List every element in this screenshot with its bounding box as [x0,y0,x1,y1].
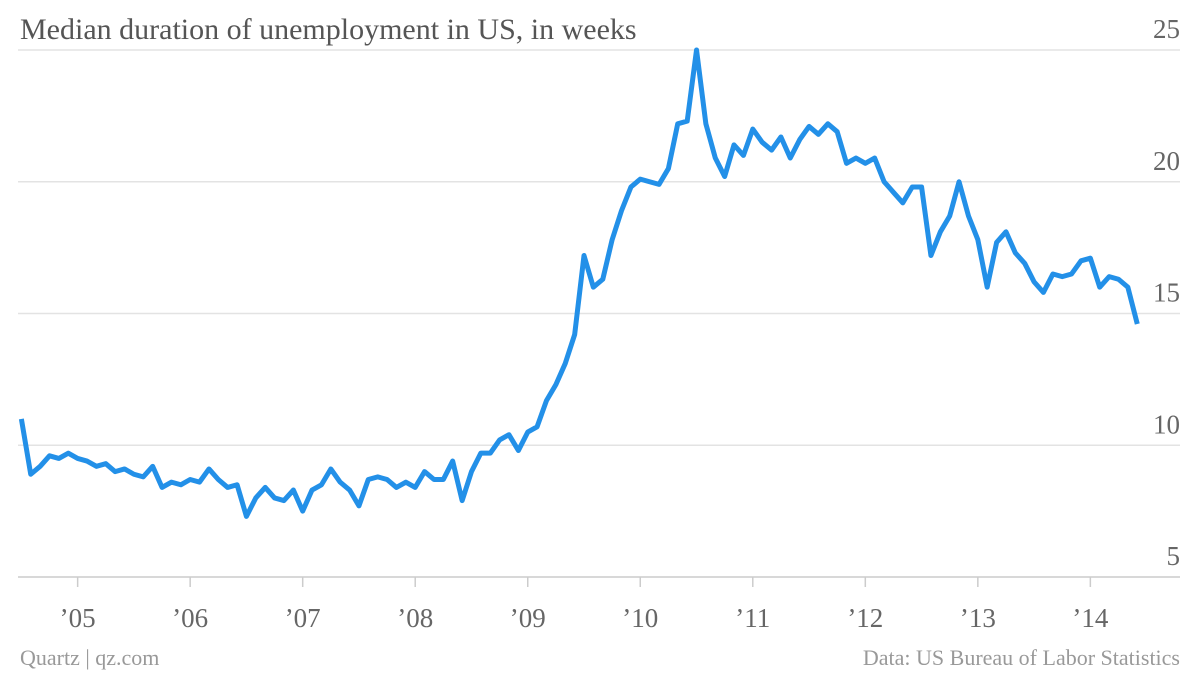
x-tick-label: ’13 [960,603,996,633]
y-tick-label: 25 [1153,14,1180,44]
x-tick-label: ’11 [735,603,770,633]
x-tick-label: ’07 [285,603,321,633]
source: Data: US Bureau of Labor Statistics [863,645,1180,670]
x-tick-label: ’09 [510,603,546,633]
data-line [18,47,1140,519]
x-tick-label: ’06 [172,603,208,633]
x-tick-label: ’14 [1072,603,1108,633]
x-tick-label: ’08 [397,603,433,633]
x-tick-label: ’12 [847,603,883,633]
chart-title: Median duration of unemployment in US, i… [20,13,637,46]
x-tick-label: ’10 [622,603,658,633]
y-tick-label: 15 [1153,278,1180,308]
x-tick-label: ’05 [60,603,96,633]
y-tick-label: 5 [1167,541,1181,571]
y-tick-label: 20 [1153,146,1180,176]
credit: Quartz | qz.com [20,645,159,670]
y-tick-label: 10 [1153,409,1180,439]
